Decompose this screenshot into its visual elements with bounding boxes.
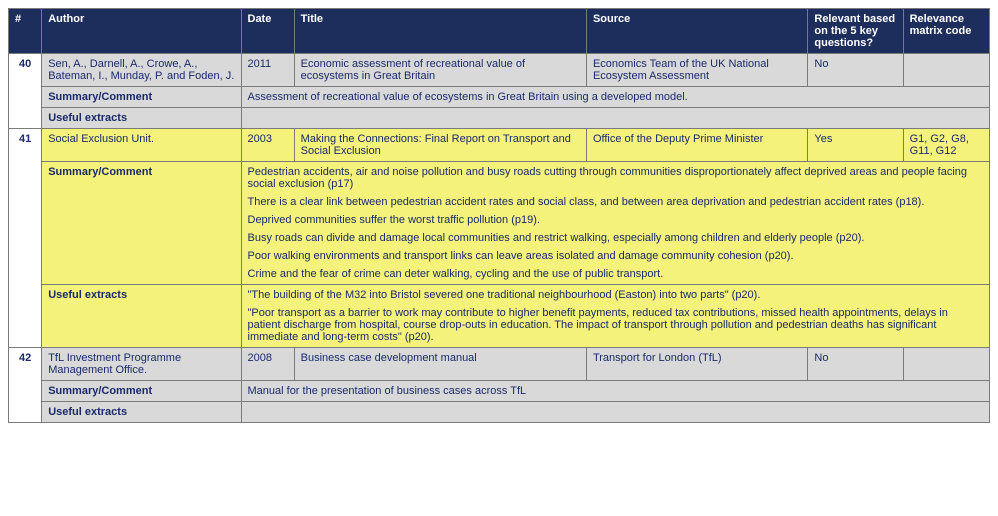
summary-text: Poor walking environments and transport … bbox=[248, 250, 984, 262]
summary-text: Busy roads can divide and damage local c… bbox=[248, 232, 984, 244]
summary-text: Manual for the presentation of business … bbox=[248, 385, 984, 397]
summary-text: There is a clear link between pedestrian… bbox=[248, 196, 984, 208]
summary-label: Summary/Comment bbox=[42, 381, 241, 402]
table-body: 40Sen, A., Darnell, A., Crowe, A., Batem… bbox=[9, 54, 990, 423]
summary-text: Deprived communities suffer the worst tr… bbox=[248, 214, 984, 226]
table-header: # Author Date Title Source Relevant base… bbox=[9, 9, 990, 54]
cell-relevant: No bbox=[808, 54, 903, 87]
extract-text: "Poor transport as a barrier to work may… bbox=[248, 307, 984, 343]
table-row: 42TfL Investment Programme Management Of… bbox=[9, 348, 990, 381]
cell-date: 2008 bbox=[241, 348, 294, 381]
extracts-row: Useful extracts "The building of the M32 … bbox=[9, 285, 990, 348]
extracts-label: Useful extracts bbox=[42, 108, 241, 129]
header-code: Relevance matrix code bbox=[903, 9, 989, 54]
cell-date: 2011 bbox=[241, 54, 294, 87]
extracts-label: Useful extracts bbox=[42, 285, 241, 348]
summary-content: Manual for the presentation of business … bbox=[241, 381, 990, 402]
cell-author: Social Exclusion Unit. bbox=[42, 129, 241, 162]
cell-code bbox=[903, 348, 989, 381]
cell-source: Economics Team of the UK National Ecosys… bbox=[586, 54, 807, 87]
cell-author: Sen, A., Darnell, A., Crowe, A., Bateman… bbox=[42, 54, 241, 87]
summary-row: Summary/Comment Manual for the presentati… bbox=[9, 381, 990, 402]
extracts-label: Useful extracts bbox=[42, 402, 241, 423]
cell-source: Transport for London (TfL) bbox=[586, 348, 807, 381]
extracts-row: Useful extracts bbox=[9, 108, 990, 129]
row-number: 41 bbox=[9, 129, 42, 348]
row-number: 40 bbox=[9, 54, 42, 129]
extracts-row: Useful extracts bbox=[9, 402, 990, 423]
table-row: 40Sen, A., Darnell, A., Crowe, A., Batem… bbox=[9, 54, 990, 87]
cell-title: Economic assessment of recreational valu… bbox=[294, 54, 586, 87]
literature-table: # Author Date Title Source Relevant base… bbox=[8, 8, 990, 423]
summary-row: Summary/Comment Assessment of recreationa… bbox=[9, 87, 990, 108]
cell-title: Making the Connections: Final Report on … bbox=[294, 129, 586, 162]
cell-code bbox=[903, 54, 989, 87]
header-relevant: Relevant based on the 5 key questions? bbox=[808, 9, 903, 54]
summary-text: Pedestrian accidents, air and noise poll… bbox=[248, 166, 984, 190]
summary-text: Assessment of recreational value of ecos… bbox=[248, 91, 984, 103]
extract-text: "The building of the M32 into Bristol se… bbox=[248, 289, 984, 301]
cell-source: Office of the Deputy Prime Minister bbox=[586, 129, 807, 162]
cell-code: G1, G2, G8, G11, G12 bbox=[903, 129, 989, 162]
cell-relevant: Yes bbox=[808, 129, 903, 162]
cell-relevant: No bbox=[808, 348, 903, 381]
header-author: Author bbox=[42, 9, 241, 54]
summary-label: Summary/Comment bbox=[42, 87, 241, 108]
table-row: 41Social Exclusion Unit.2003Making the C… bbox=[9, 129, 990, 162]
summary-text: Crime and the fear of crime can deter wa… bbox=[248, 268, 984, 280]
extracts-content: "The building of the M32 into Bristol se… bbox=[241, 285, 990, 348]
extracts-content bbox=[241, 108, 990, 129]
summary-content: Pedestrian accidents, air and noise poll… bbox=[241, 162, 990, 285]
cell-date: 2003 bbox=[241, 129, 294, 162]
header-num: # bbox=[9, 9, 42, 54]
cell-title: Business case development manual bbox=[294, 348, 586, 381]
header-source: Source bbox=[586, 9, 807, 54]
header-title: Title bbox=[294, 9, 586, 54]
summary-content: Assessment of recreational value of ecos… bbox=[241, 87, 990, 108]
header-date: Date bbox=[241, 9, 294, 54]
summary-row: Summary/Comment Pedestrian accidents, air… bbox=[9, 162, 990, 285]
row-number: 42 bbox=[9, 348, 42, 423]
summary-label: Summary/Comment bbox=[42, 162, 241, 285]
cell-author: TfL Investment Programme Management Offi… bbox=[42, 348, 241, 381]
extracts-content bbox=[241, 402, 990, 423]
